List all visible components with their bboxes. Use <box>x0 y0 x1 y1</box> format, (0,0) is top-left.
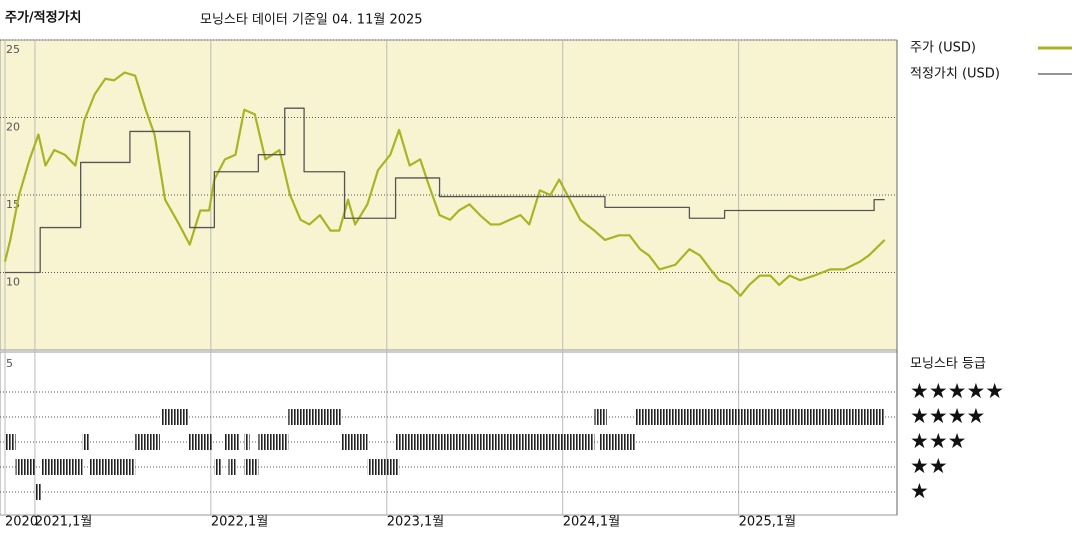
series-line <box>3 71 886 297</box>
rating-bar <box>135 434 160 450</box>
y-tick-label: 25 <box>6 43 20 56</box>
x-tick-label: 2022,1월 <box>211 515 268 530</box>
chart-subtitle: 모닝스타 데이터 기준일 04. 11월 2025 <box>200 13 423 28</box>
rating-bar <box>594 409 607 425</box>
y-tick-label: 10 <box>6 276 20 289</box>
x-tick-label: 2021,1월 <box>35 515 92 530</box>
x-tick-label: 2023,1월 <box>387 515 444 530</box>
x-tick-label: 2020 <box>5 515 38 530</box>
rating-bar <box>187 434 213 450</box>
rating-bar <box>599 434 635 450</box>
rating-bar <box>34 484 42 500</box>
chart-title: 주가/적정가치 <box>5 10 82 26</box>
series-line <box>5 107 885 274</box>
rating-bar <box>15 459 35 475</box>
x-tick-label: 2025,1월 <box>739 515 796 530</box>
rating-bar <box>89 459 136 475</box>
rating-bar <box>634 409 885 425</box>
ratings-axis-label: 5 <box>6 357 13 370</box>
ratings-panel-frame <box>0 351 898 516</box>
rating-bar <box>395 434 595 450</box>
rating-level-label: ★★ <box>910 454 948 478</box>
legend-label: 주가 (USD) <box>910 41 976 56</box>
rating-bar <box>224 434 239 450</box>
rating-bar <box>258 434 289 450</box>
legend-label: 적정가치 (USD) <box>910 67 1000 82</box>
rating-bar <box>341 434 368 450</box>
rating-level-label: ★★★★★ <box>910 379 1004 403</box>
rating-level-label: ★★★ <box>910 429 966 453</box>
rating-level-label: ★★★★ <box>910 404 985 428</box>
rating-bar <box>228 459 236 475</box>
rating-bar <box>244 434 250 450</box>
rating-bar <box>214 459 222 475</box>
rating-bar <box>288 409 342 425</box>
ratings-title: 모닝스타 등급 <box>910 357 986 372</box>
rating-bar <box>244 459 259 475</box>
rating-level-label: ★ <box>910 479 929 503</box>
rating-bar <box>367 459 400 475</box>
x-tick-label: 2024,1월 <box>563 515 620 530</box>
rating-bar <box>5 434 16 450</box>
y-tick-label: 20 <box>6 121 20 134</box>
rating-bar <box>82 434 90 450</box>
rating-bar <box>161 409 188 425</box>
rating-bar <box>41 459 83 475</box>
